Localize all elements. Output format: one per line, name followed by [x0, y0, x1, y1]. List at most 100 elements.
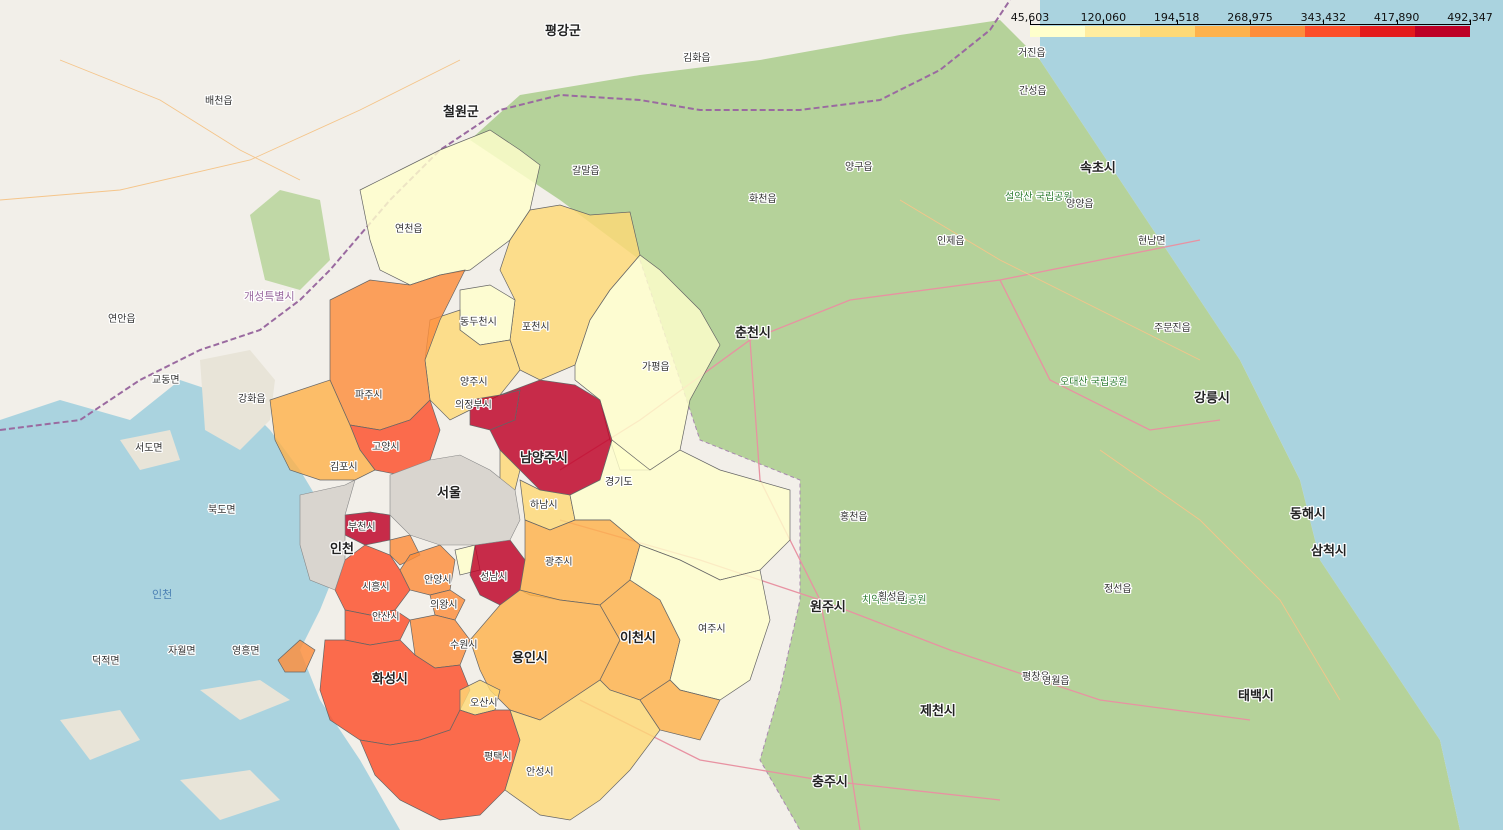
label-pocheon: 포천시 [522, 321, 550, 333]
legend-tick-label: 417,890 [1373, 11, 1420, 24]
label-deokjeok: 덕적면 [92, 655, 120, 667]
label-jumunjin: 주문진읍 [1154, 322, 1191, 334]
legend-tick-label: 194,518 [1153, 11, 1200, 24]
label-dongducheon: 동두천시 [460, 316, 497, 328]
green-terrain [470, 20, 1460, 830]
label-yeonan: 연안읍 [108, 313, 136, 325]
dmz-border [0, 0, 1011, 431]
label-gyodong: 교동면 [152, 374, 180, 386]
label-chiak: 치악산국립공원 [862, 593, 926, 606]
label-hanam: 하남시 [530, 498, 558, 511]
label-anyang: 안양시 [424, 574, 452, 586]
label-siheung: 시흥시 [362, 580, 390, 593]
legend-tick-mark [1103, 20, 1105, 25]
green-patch-west [250, 190, 330, 290]
legend-tick-mark [1030, 20, 1031, 25]
label-donghae: 동해시 [1290, 506, 1326, 522]
color-legend: 45,603 120,060 194,518 268,975 343,432 417,89… [1002, 0, 1503, 42]
label-seoul: 서울 [437, 485, 461, 501]
east-sea [1040, 0, 1503, 830]
island-c [200, 680, 290, 720]
label-suwon: 수원시 [450, 639, 478, 651]
label-yeongwol: 영월읍 [1042, 675, 1070, 687]
legend-tick-label: 45,603 [1010, 11, 1050, 24]
label-yeoncheon: 연천읍 [395, 223, 423, 235]
label-inje: 인제읍 [937, 235, 965, 247]
legend-swatch-5 [1305, 26, 1360, 37]
legend-tick-mark [1470, 20, 1471, 25]
place-labels: 춘천시 원주시 강릉시 속초시 동해시 삼척시 제천시 충주시 태백시 홍천읍 … [91, 22, 1348, 792]
label-seongnam: 성남시 [480, 571, 508, 583]
choropleth-regions[interactable] [269, 129, 791, 821]
label-hoengseong: 횡성읍 [878, 591, 906, 603]
label-yongin: 용인시 [512, 650, 548, 666]
legend-tick-mark [1250, 20, 1251, 25]
region-labels: 서울 인천 부천시 김포시 고양시 파주시 의정부시 양주시 남양주시 포천시 … [329, 222, 727, 780]
label-jeongseon: 정선읍 [1104, 583, 1132, 595]
island-a [120, 430, 180, 470]
seoul-urban [389, 454, 521, 546]
label-gaeseong: 개성특별시 [244, 290, 295, 303]
legend-swatch-0 [1030, 26, 1085, 37]
label-gimpo: 김포시 [330, 461, 358, 473]
label-seodo: 서도면 [135, 442, 163, 454]
label-pyeongtaek: 평택시 [484, 751, 512, 763]
label-wonju: 원주시 [810, 600, 846, 615]
region-siheung[interactable] [334, 544, 411, 616]
roads-minor [0, 59, 1341, 701]
label-ganghwa: 강화읍 [238, 393, 266, 405]
legend-swatch-6 [1360, 26, 1415, 37]
label-anseong: 안성시 [526, 766, 554, 778]
ganghwa-island [200, 350, 275, 450]
label-goseong: 간성읍 [1019, 85, 1047, 97]
legend-swatch-3 [1195, 26, 1250, 37]
legend-swatch-7 [1415, 26, 1470, 37]
label-geojin: 거진읍 [1018, 47, 1046, 59]
label-gapyeong: 가평읍 [642, 361, 670, 373]
admin-border [639, 259, 801, 830]
label-paju: 파주시 [355, 389, 383, 401]
legend-swatch-1 [1085, 26, 1140, 37]
label-incheon: 인천 [330, 541, 354, 557]
label-namyangju: 남양주시 [520, 450, 568, 466]
legend-tick-mark [1176, 20, 1178, 25]
label-uijeongbu: 의정부시 [455, 399, 492, 411]
label-ansan: 안산시 [372, 611, 400, 623]
label-icheon: 이천시 [620, 630, 656, 646]
region-gimpo[interactable] [269, 379, 376, 481]
label-gwangju: 광주시 [545, 556, 573, 568]
label-baecheon: 배천읍 [205, 95, 233, 107]
label-bucheon: 부천시 [348, 521, 376, 533]
label-jawol: 자월면 [168, 645, 196, 657]
label-taebaek: 태백시 [1238, 689, 1274, 704]
legend-tick-label: 268,975 [1227, 11, 1273, 24]
legend-tick-label: 492,347 [1447, 11, 1493, 24]
region-uiwang[interactable] [429, 589, 466, 621]
label-yanggu: 양구읍 [845, 161, 873, 173]
label-gyeonggi: 경기도 [605, 475, 633, 488]
region-jangho[interactable] [639, 679, 721, 741]
label-cheorwon: 철원군 [443, 104, 479, 120]
legend-swatch-2 [1140, 26, 1195, 37]
label-hwacheon: 화천읍 [749, 193, 777, 205]
label-yeongheung: 영흥면 [232, 644, 260, 657]
island-d [180, 770, 280, 820]
label-jecheon: 제천시 [920, 704, 956, 719]
label-chungju: 충주시 [812, 774, 848, 790]
label-odaesan: 오대산 국립공원 [1060, 375, 1128, 388]
label-gimhwa: 김화읍 [683, 52, 711, 64]
label-goyang: 고양시 [372, 441, 400, 453]
label-chuncheon: 춘천시 [735, 326, 771, 341]
region-island-orange[interactable] [277, 639, 316, 673]
region-anseong[interactable] [504, 679, 661, 821]
label-hyeonnam: 현남면 [1138, 235, 1166, 247]
legend-tick-mark [1396, 20, 1398, 25]
legend-colorbar [1030, 26, 1470, 37]
region-yeoju[interactable] [629, 544, 771, 701]
legend-tick-label: 120,060 [1080, 11, 1127, 24]
label-galmal: 갈말읍 [572, 164, 600, 177]
label-uiwang: 의왕시 [430, 599, 458, 611]
label-sokcho: 속초시 [1080, 161, 1116, 176]
label-hongcheon: 홍천읍 [840, 510, 868, 523]
